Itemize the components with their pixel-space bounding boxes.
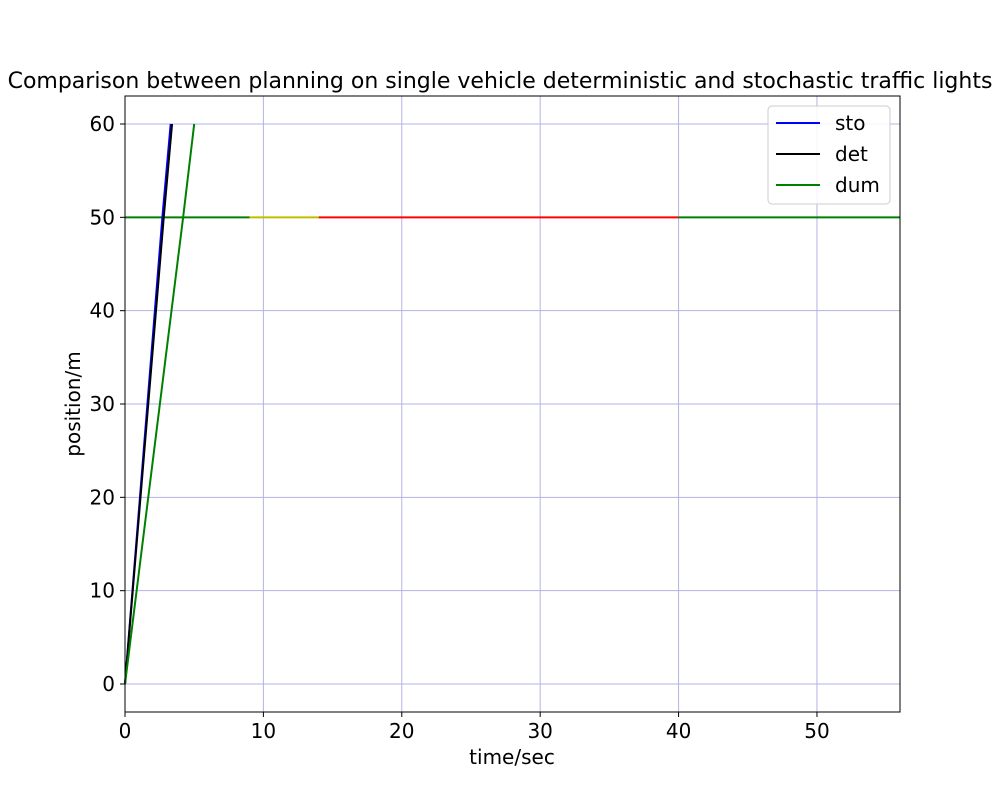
x-tick-label: 10	[251, 719, 276, 743]
y-tick-label: 30	[90, 392, 115, 416]
y-axis-label: position/m	[61, 351, 85, 456]
chart-title: Comparison between planning on single ve…	[8, 69, 993, 94]
y-axis-ticks: 0 10 20 30 40 50 60	[90, 112, 125, 696]
legend: sto det dum	[767, 105, 891, 205]
x-tick-label: 40	[666, 719, 691, 743]
y-tick-label: 20	[90, 485, 115, 509]
x-axis-ticks: 0 10 20 30 40 50	[119, 712, 830, 743]
series-lines	[124, 123, 196, 685]
legend-label-det: det	[835, 142, 868, 166]
y-tick-label: 40	[90, 299, 115, 323]
legend-label-sto: sto	[835, 111, 866, 135]
x-tick-label: 30	[527, 719, 552, 743]
x-axis-label: time/sec	[469, 745, 555, 769]
y-tick-label: 60	[90, 112, 115, 136]
grid	[124, 96, 900, 712]
series-line-det	[124, 123, 174, 685]
series-line-dum	[124, 123, 196, 685]
y-tick-label: 50	[90, 205, 115, 229]
y-tick-label: 10	[90, 579, 115, 603]
x-tick-label: 20	[389, 719, 414, 743]
legend-box	[767, 105, 891, 205]
legend-label-dum: dum	[835, 173, 880, 197]
y-tick-label: 0	[102, 672, 115, 696]
x-tick-label: 50	[804, 719, 829, 743]
x-tick-label: 0	[119, 719, 132, 743]
